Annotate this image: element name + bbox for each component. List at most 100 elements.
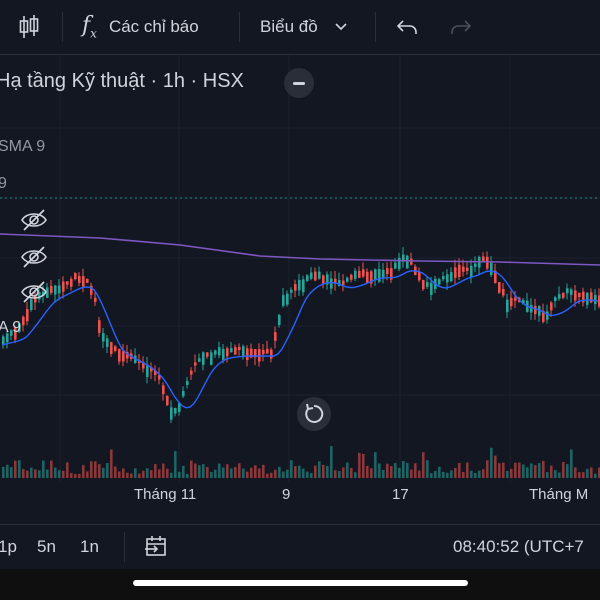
- volume-bar: [518, 462, 521, 478]
- candles-icon[interactable]: [18, 0, 40, 54]
- candle-body: [562, 292, 565, 298]
- candle-body: [354, 270, 357, 279]
- candle-body: [542, 310, 545, 322]
- chart-type-dropdown[interactable]: Biểu đồ: [260, 0, 348, 54]
- volume-bar: [218, 463, 221, 478]
- candle-body: [498, 282, 501, 293]
- top-toolbar: fx Các chỉ báo Biểu đồ: [0, 0, 600, 54]
- volume-bar: [234, 467, 237, 478]
- volume-bar: [62, 470, 65, 478]
- eye-off-icon[interactable]: [20, 280, 48, 304]
- candle-body: [590, 292, 593, 303]
- undo-button[interactable]: [396, 0, 418, 54]
- candle-body: [50, 285, 53, 293]
- volume-bar: [178, 471, 181, 478]
- candle-body: [530, 304, 533, 313]
- reset-chart-button[interactable]: [297, 397, 331, 431]
- candle-body: [422, 279, 425, 290]
- volume-bar: [114, 466, 117, 478]
- clock-timezone[interactable]: 08:40:52 (UTC+7: [453, 537, 584, 556]
- candle-body: [294, 284, 297, 291]
- volume-bar: [446, 472, 449, 478]
- candle-body: [194, 362, 197, 366]
- candle-body: [586, 292, 589, 305]
- volume-bar: [314, 465, 317, 478]
- volume-bar: [82, 465, 85, 478]
- volume-bar: [510, 468, 513, 478]
- volume-bar: [458, 462, 461, 478]
- candle-body: [274, 332, 277, 341]
- redo-button[interactable]: [450, 0, 472, 54]
- volume-bar: [530, 463, 533, 478]
- volume-bars: [2, 446, 600, 478]
- volume-bar: [22, 469, 25, 478]
- bottombar-separator: [124, 532, 125, 562]
- range-1n-button[interactable]: 1n: [80, 537, 99, 556]
- volume-bar: [326, 465, 329, 478]
- candle-body: [574, 290, 577, 301]
- candle-body: [54, 285, 57, 295]
- chevron-down-icon: [335, 23, 347, 31]
- volume-bar: [138, 473, 141, 478]
- candle-body: [366, 271, 369, 283]
- candle-body: [442, 276, 445, 280]
- candle-body: [394, 262, 397, 269]
- candle-body: [214, 350, 217, 355]
- volume-bar: [426, 460, 429, 478]
- eye-off-icon[interactable]: [20, 245, 48, 269]
- volume-bar: [354, 472, 357, 478]
- volume-bar: [434, 470, 437, 478]
- chart-title: Hạ tầng Kỹ thuật · 1h · HSX: [0, 70, 244, 92]
- volume-bar: [214, 469, 217, 478]
- candle-body: [178, 402, 181, 412]
- volume-bar: [50, 460, 53, 478]
- volume-bar: [478, 470, 481, 478]
- candle-body: [118, 348, 121, 362]
- volume-bar: [490, 447, 493, 478]
- function-icon: fx: [82, 13, 97, 41]
- range-1p-button[interactable]: 1p: [0, 537, 17, 556]
- indicators-button[interactable]: fx Các chỉ báo: [82, 0, 199, 54]
- volume-bar: [462, 472, 465, 478]
- candle-body: [570, 289, 573, 295]
- candle-body: [286, 293, 289, 305]
- volume-bar: [486, 460, 489, 478]
- volume-bar: [522, 464, 525, 478]
- eye-off-icon[interactable]: [20, 208, 48, 232]
- go-to-date-button[interactable]: [144, 525, 170, 569]
- candle-body: [522, 299, 525, 305]
- volume-bar: [278, 466, 281, 478]
- candle-body: [110, 342, 113, 354]
- range-5n-button[interactable]: 5n: [37, 537, 56, 556]
- volume-bar: [334, 470, 337, 478]
- volume-bar: [142, 470, 145, 478]
- volume-bar: [110, 449, 113, 478]
- candle-body: [506, 299, 509, 313]
- candle-body: [494, 270, 497, 284]
- volume-bar: [146, 468, 149, 478]
- candle-body: [250, 348, 253, 358]
- volume-bar: [198, 465, 201, 478]
- collapse-legend-button[interactable]: [284, 68, 314, 98]
- price-chart[interactable]: [0, 55, 600, 524]
- candle-body: [426, 282, 429, 287]
- volume-bar: [590, 467, 593, 478]
- candle-body: [262, 349, 265, 355]
- candle-body: [106, 338, 109, 347]
- candle-body: [486, 256, 489, 269]
- candle-body: [594, 294, 597, 305]
- volume-bar: [194, 463, 197, 478]
- volume-bar: [346, 462, 349, 478]
- candle-body: [78, 275, 81, 283]
- volume-bar: [370, 468, 373, 478]
- candle-body: [122, 351, 125, 362]
- volume-bar: [578, 472, 581, 478]
- volume-bar: [30, 467, 33, 478]
- volume-bar: [38, 470, 41, 478]
- candle-body: [94, 297, 97, 302]
- volume-bar: [122, 468, 125, 478]
- volume-bar: [58, 470, 61, 478]
- candle-body: [270, 349, 273, 359]
- volume-bar: [254, 465, 257, 478]
- volume-bar: [494, 455, 497, 478]
